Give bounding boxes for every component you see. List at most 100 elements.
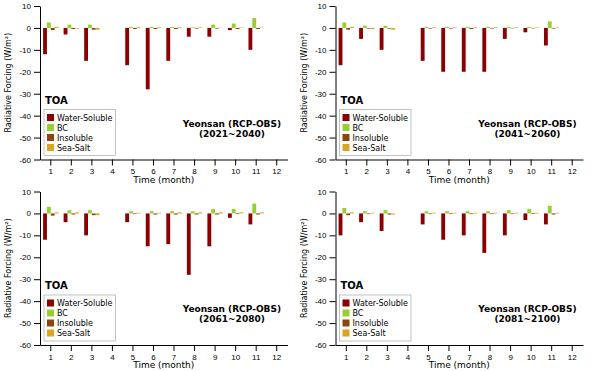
tick: 10 — [22, 188, 40, 197]
tick-mark — [132, 345, 133, 351]
legend-frame — [340, 110, 412, 156]
tick-label: -10 — [19, 231, 31, 240]
legend-swatch — [343, 320, 350, 327]
tick-mark — [50, 160, 51, 166]
bar — [137, 27, 141, 29]
tick: 0 — [322, 209, 335, 218]
tick-mark — [531, 345, 532, 351]
bar — [84, 213, 88, 235]
panel: 123456789101112100-10-20-30-40-50-60Time… — [300, 188, 584, 370]
legend-frame — [340, 295, 412, 341]
title: Yeonsan (RCP-OBS)(2041~2060) — [477, 119, 576, 139]
bar — [445, 27, 449, 28]
bars — [339, 206, 560, 253]
title: Yeonsan (RCP-OBS)(2061~2080) — [182, 304, 281, 324]
bar — [371, 212, 375, 214]
bar — [400, 213, 404, 214]
legend-item: Water-Soluble — [343, 299, 409, 308]
tick-label: 9 — [213, 167, 218, 176]
tick-label: 9 — [508, 167, 513, 176]
bar — [473, 212, 477, 214]
bar — [527, 27, 531, 28]
tick-label: 4 — [406, 167, 411, 176]
tick: 4 — [406, 345, 411, 362]
bar — [88, 210, 92, 213]
bar — [112, 213, 116, 214]
y-axis-title: Radiative Forcing (W/m²) — [4, 33, 13, 133]
y-axis-title: Radiative Forcing (W/m²) — [300, 218, 309, 318]
bar — [157, 212, 161, 214]
tick-mark — [330, 160, 336, 161]
series — [346, 213, 555, 215]
bar — [236, 213, 240, 215]
bar — [556, 27, 560, 28]
bar — [51, 213, 55, 215]
bar — [153, 213, 157, 214]
legend-label: BC — [353, 124, 364, 133]
tick-mark — [330, 6, 336, 7]
tick-mark — [132, 160, 133, 166]
tick: 3 — [385, 160, 390, 177]
tick-mark — [330, 323, 336, 324]
bar — [449, 213, 453, 215]
bar — [421, 28, 425, 61]
bar — [71, 28, 75, 29]
legend-swatch — [47, 134, 54, 141]
tick-mark — [276, 160, 277, 166]
tick: -50 — [315, 319, 336, 328]
tick: 9 — [213, 160, 218, 177]
bar — [535, 212, 539, 214]
bar — [71, 213, 75, 214]
tick-label: -50 — [315, 319, 327, 328]
bar — [404, 27, 408, 28]
panel: 123456789101112100-10-20-30-40-50-60Time… — [4, 2, 288, 184]
legend-swatch — [343, 300, 350, 307]
bar — [576, 27, 580, 28]
tick-label: 4 — [110, 167, 115, 176]
legend-frame — [44, 295, 116, 341]
axis-domain — [40, 7, 41, 161]
y-axis-title: Radiative Forcing (W/m²) — [4, 218, 13, 318]
bar — [384, 26, 388, 28]
legend-item: Water-Soluble — [47, 299, 113, 308]
bar — [67, 25, 71, 28]
bar — [75, 212, 79, 213]
legend-swatch — [343, 310, 350, 317]
bar — [116, 27, 120, 28]
tick-mark — [215, 345, 216, 351]
bar — [219, 27, 223, 28]
bar — [252, 204, 256, 214]
tick-mark — [34, 301, 40, 302]
tick-label: -30 — [19, 90, 31, 99]
tick-label: 2 — [69, 167, 74, 176]
bar — [486, 211, 490, 213]
legend-item: BC — [47, 309, 68, 318]
tick-mark — [194, 345, 195, 351]
bar — [425, 211, 429, 213]
tick-label: -60 — [19, 156, 31, 165]
bar — [507, 210, 511, 213]
bar — [174, 213, 178, 214]
bar — [129, 27, 133, 28]
tick-mark — [330, 28, 336, 29]
tick-label: -20 — [19, 68, 31, 77]
bar — [494, 212, 498, 214]
bar — [511, 213, 515, 215]
bar — [281, 27, 285, 28]
bar — [387, 27, 391, 29]
bar — [552, 213, 556, 214]
tick: 10 — [318, 188, 336, 197]
bar — [153, 28, 157, 29]
tick: -30 — [315, 275, 336, 284]
series — [350, 27, 559, 30]
legend-label: Insoluble — [353, 134, 389, 143]
bar — [64, 28, 68, 35]
tick: -10 — [315, 46, 336, 55]
bar — [47, 207, 51, 214]
legend-item: Sea-Salt — [343, 329, 386, 338]
series — [55, 27, 264, 30]
x-axis-title: Time (month) — [132, 360, 194, 370]
bar — [387, 213, 391, 214]
bar — [277, 213, 281, 214]
legend-item: Water-Soluble — [47, 114, 113, 123]
